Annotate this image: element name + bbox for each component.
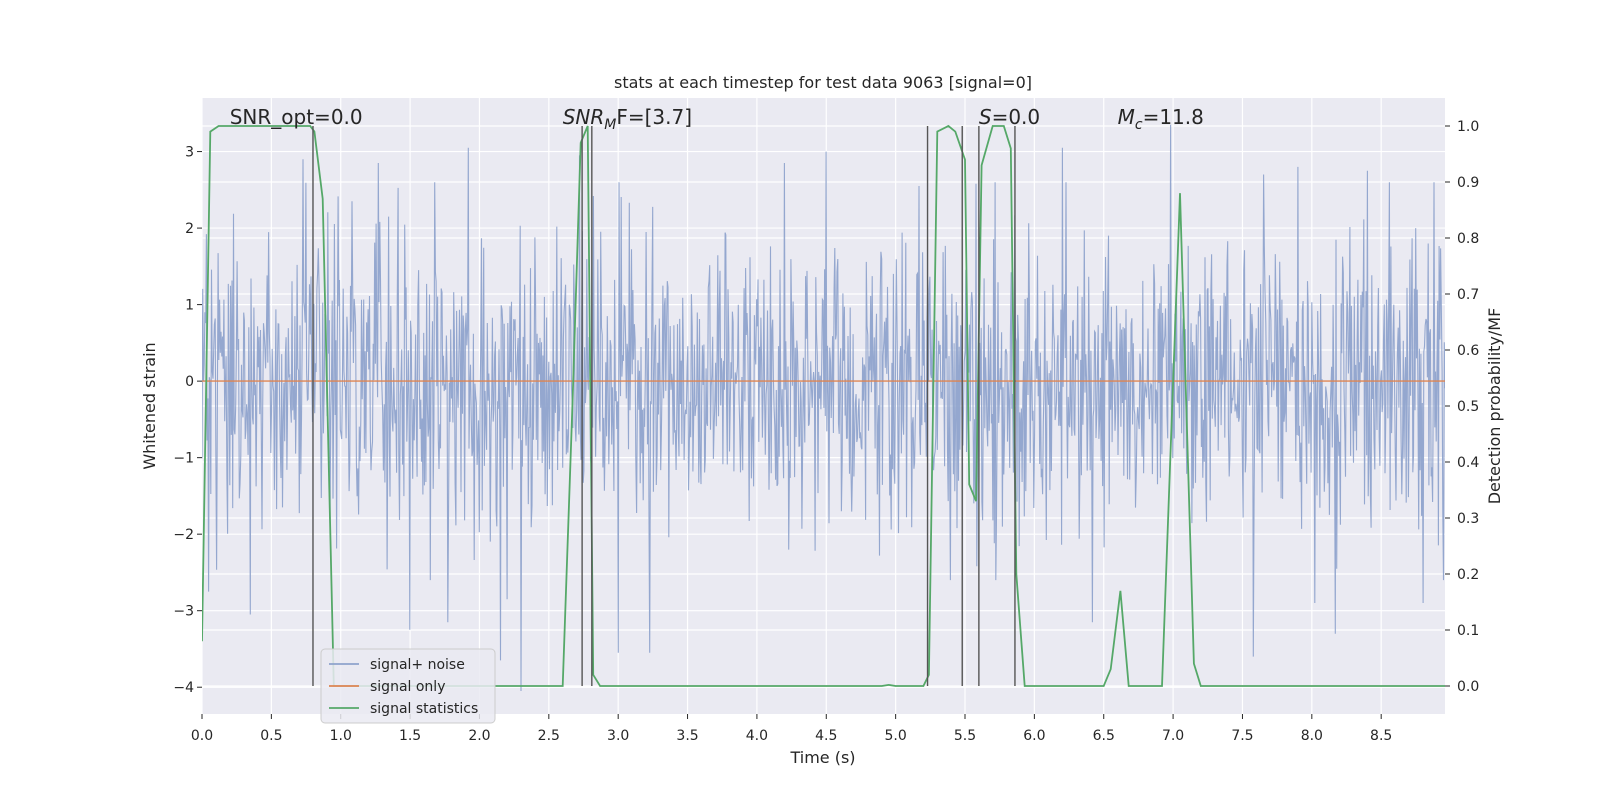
x-tick-label: 7.0 (1162, 728, 1184, 744)
x-tick-label: 4.5 (815, 728, 837, 744)
annotation-subscript: c (1135, 117, 1143, 133)
y-right-tick-label: 0.0 (1457, 679, 1479, 695)
x-tick-label: 7.5 (1231, 728, 1253, 744)
x-tick-label: 2.5 (538, 728, 560, 744)
y-right-tick-label: 0.6 (1457, 343, 1479, 359)
x-tick-label: 0.0 (191, 728, 213, 744)
axes: 0.0 0.5 1.0 1.5 2.0 2.5 3.0 3.5 4.0 4.5 5.0 5.5 6.0 6… (173, 119, 1479, 744)
x-tick-label: 1.0 (330, 728, 352, 744)
annotation-main: M (1118, 105, 1135, 129)
x-tick-label: 8.0 (1301, 728, 1323, 744)
x-tick-label: 5.0 (885, 728, 907, 744)
x-tick-label: 3.5 (676, 728, 698, 744)
annotation-2: SNRMF=[3.7] (563, 105, 692, 133)
annotation-subscript: M (604, 117, 616, 133)
legend-box (320, 648, 496, 724)
legend-label: signal only (370, 679, 445, 695)
annotation-3: S=0.0 (979, 105, 1040, 129)
x-tick-label: 4.0 (746, 728, 768, 744)
y-right-tick-label: 1.0 (1457, 119, 1479, 135)
legend-label: signal+ noise (370, 657, 465, 673)
y-tick-label: 2 (185, 221, 194, 237)
x-tick-label: 6.5 (1093, 728, 1115, 744)
series-layer (202, 124, 1445, 692)
series-line-signal-plus-noise (202, 124, 1445, 692)
chart-title: stats at each timestep for test data 906… (614, 73, 1032, 92)
y-right-tick-label: 0.3 (1457, 511, 1479, 527)
x-axis-label: Time (s) (789, 748, 855, 767)
x-tick-label: 8.5 (1370, 728, 1392, 744)
x-tick-label: 6.0 (1023, 728, 1045, 744)
x-tick-label: 1.5 (399, 728, 421, 744)
legend-label: signal statistics (370, 701, 478, 717)
annotations: SNR_opt=0.0 SNRMF=[3.7] S=0.0 Mc=11.8 (230, 105, 1204, 133)
y-axis-right-label: Detection probability/MF (1485, 308, 1504, 505)
y-tick-label: −3 (173, 604, 194, 620)
x-tick-label: 0.5 (260, 728, 282, 744)
y-right-tick-label: 0.9 (1457, 175, 1479, 191)
y-right-tick-label: 0.7 (1457, 287, 1479, 303)
annotation-main: SNR (563, 105, 605, 129)
y-right-tick-label: 0.4 (1457, 455, 1479, 471)
annotation-main: S (979, 105, 992, 129)
annotation-tail: =0.0 (992, 105, 1041, 129)
y-right-tick-label: 0.5 (1457, 399, 1479, 415)
detection-markers (312, 126, 1016, 686)
y-right-tick-label: 0.1 (1457, 623, 1479, 639)
y-right-tick-label: 0.2 (1457, 567, 1479, 583)
annotation-main: SNR_opt=0.0 (230, 105, 363, 129)
y-tick-label: −1 (173, 451, 194, 467)
legend: signal+ noise signal only signal statistic… (320, 648, 496, 724)
y-tick-label: 0 (185, 374, 194, 390)
annotation-tail: F=[3.7] (616, 105, 692, 129)
series-line-signal-statistics (202, 124, 1445, 687)
x-tick-label: 3.0 (607, 728, 629, 744)
y-tick-label: 1 (185, 298, 194, 314)
x-tick-label: 5.5 (954, 728, 976, 744)
y-tick-label: 3 (185, 145, 194, 161)
x-tick-label: 2.0 (468, 728, 490, 744)
y-tick-label: −2 (173, 527, 194, 543)
y-axis-label: Whitened strain (140, 342, 159, 469)
y-right-tick-label: 0.8 (1457, 231, 1479, 247)
annotation-1: SNR_opt=0.0 (230, 105, 363, 129)
annotation-4: Mc=11.8 (1118, 105, 1204, 133)
y-tick-label: −4 (173, 680, 194, 696)
annotation-tail: =11.8 (1143, 105, 1204, 129)
